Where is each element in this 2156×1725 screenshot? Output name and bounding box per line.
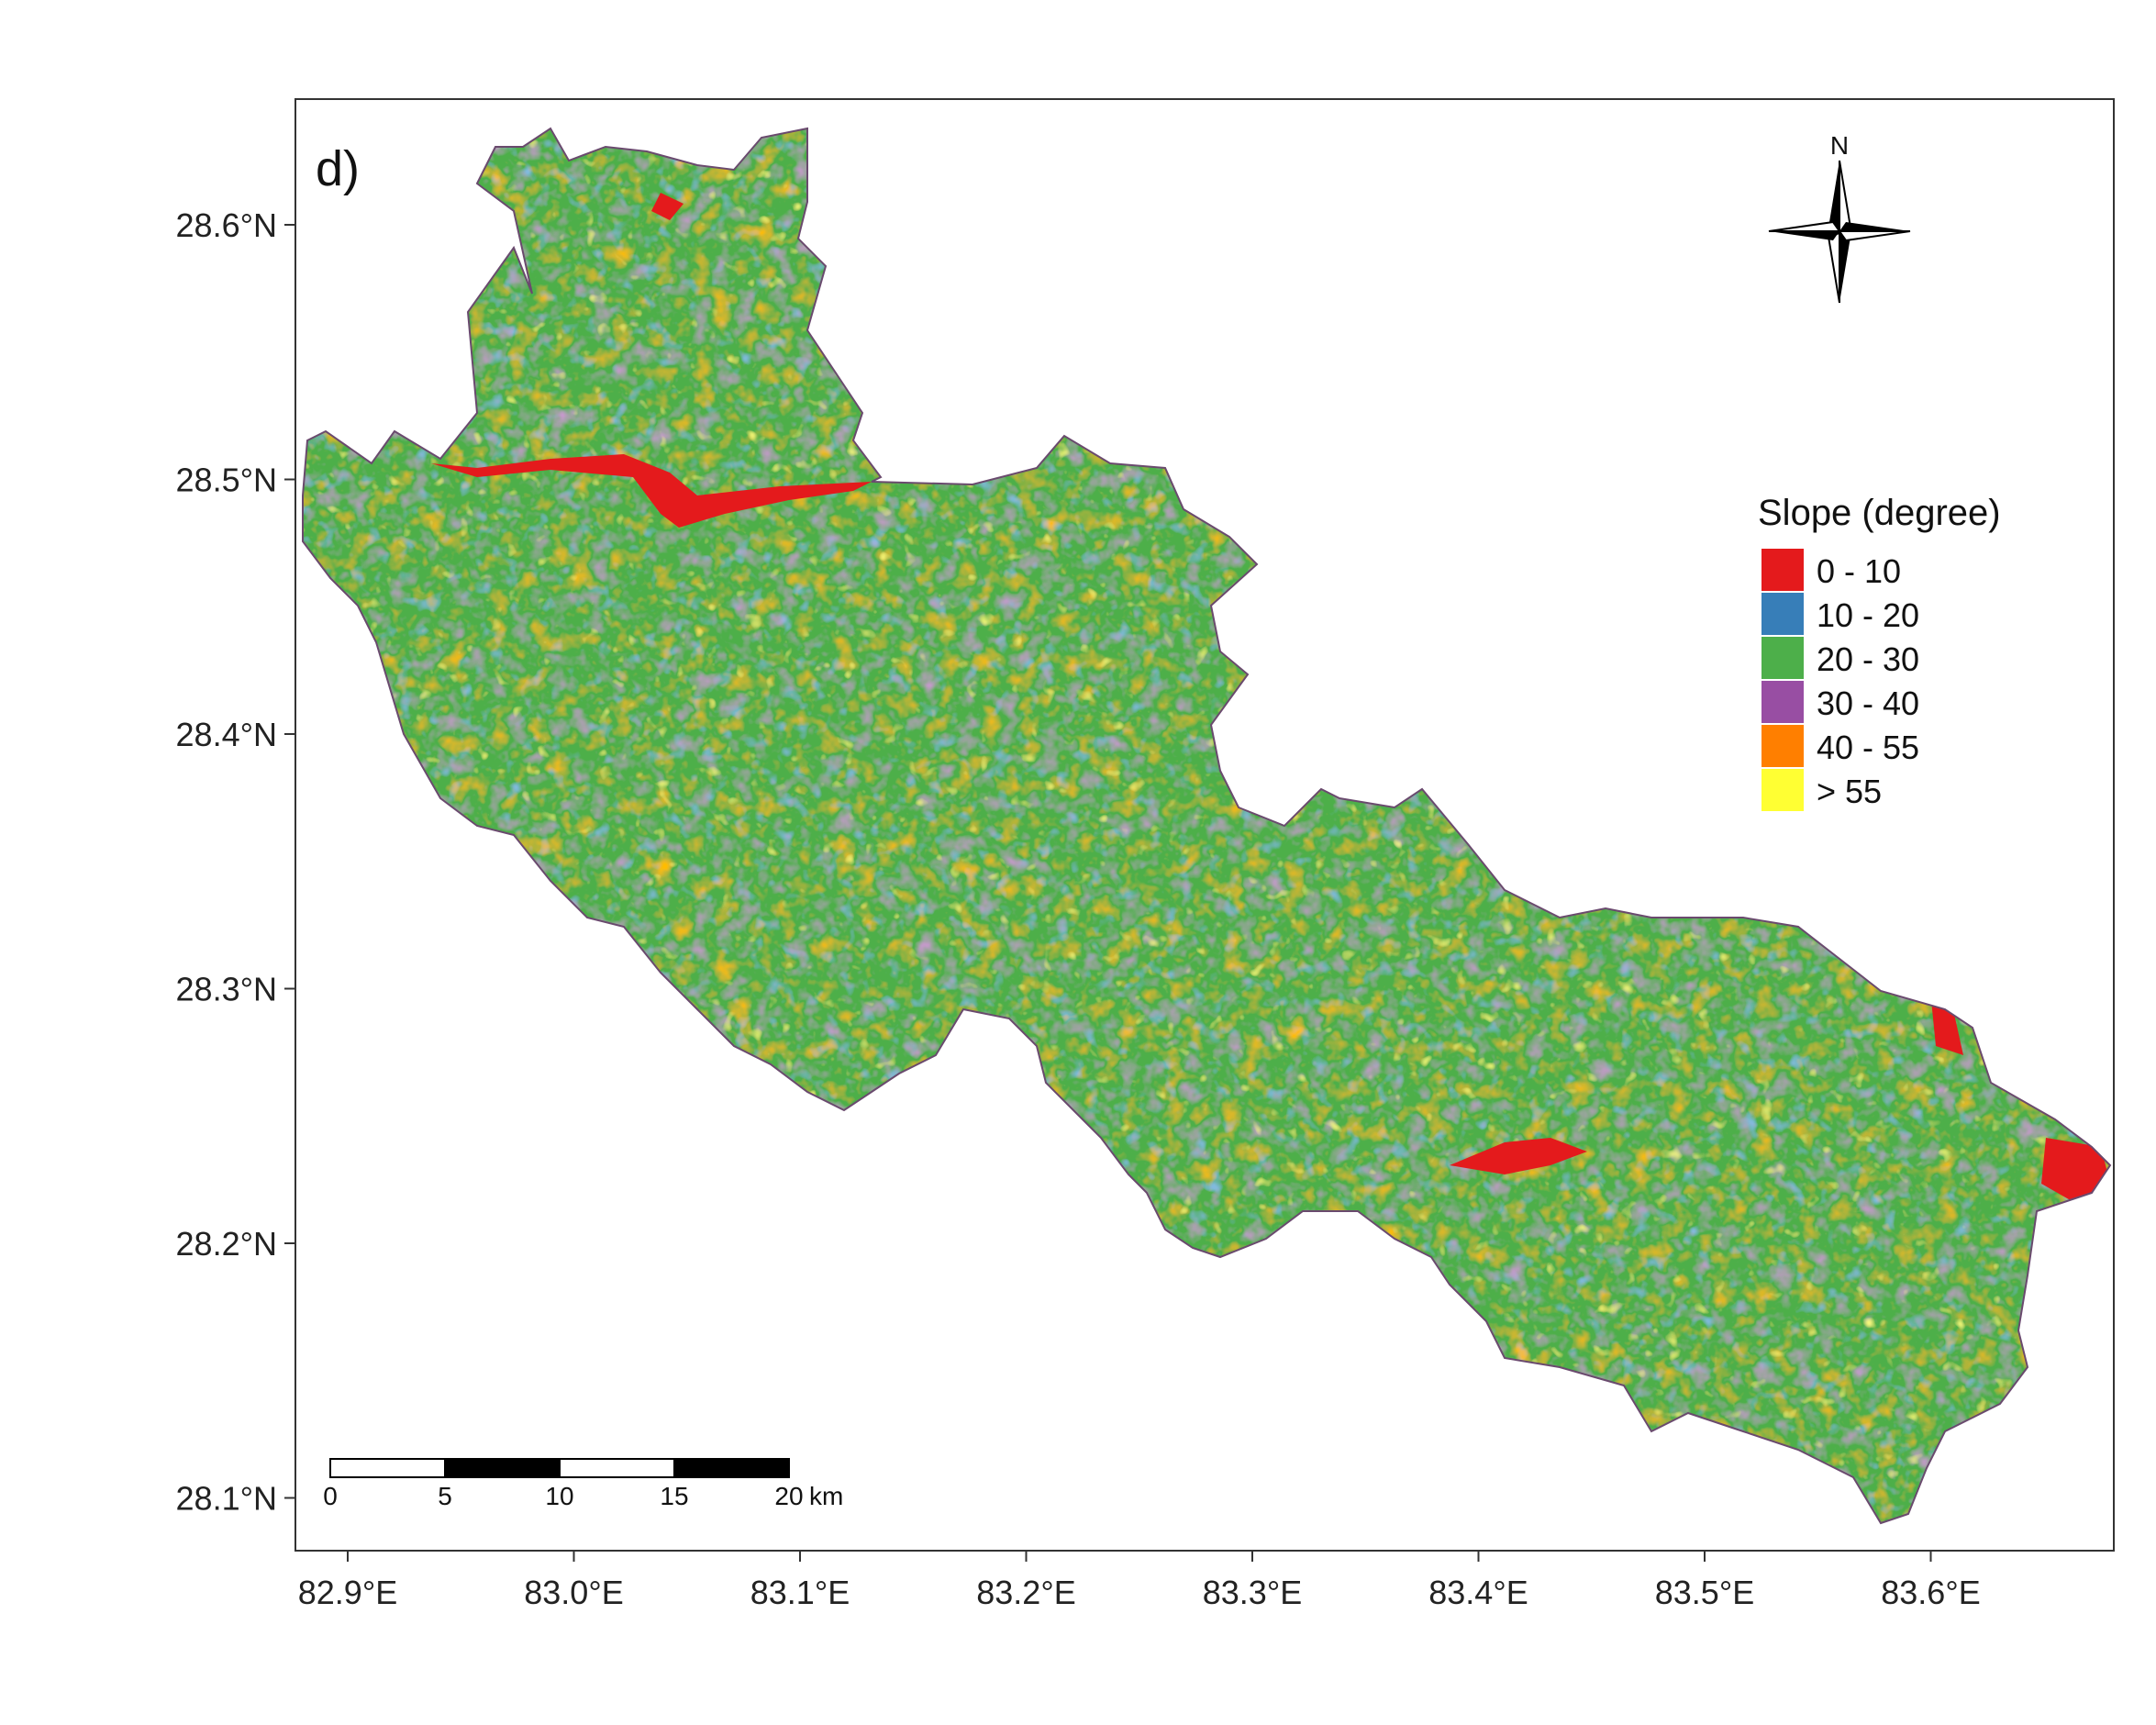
outlet-lowland — [2041, 1138, 2110, 1202]
legend-label: 40 - 55 — [1817, 729, 1919, 766]
scale-bar-segment — [329, 1458, 446, 1478]
legend-swatch — [1761, 725, 1804, 767]
y-tick-label: 28.5°N — [176, 462, 277, 499]
x-tick-label: 83.6°E — [1881, 1574, 1980, 1611]
legend-label: 20 - 30 — [1817, 640, 1919, 678]
reservoir-lowland — [431, 454, 872, 528]
legend-label: 0 - 10 — [1817, 552, 1901, 590]
scale-bar-tick: 15 — [660, 1482, 688, 1510]
x-tick-label: 83.4°E — [1428, 1574, 1528, 1611]
legend-title: Slope (degree) — [1758, 493, 2001, 533]
x-tick-label: 83.2°E — [976, 1574, 1075, 1611]
legend-label: 30 - 40 — [1817, 684, 1919, 722]
east-lowland — [1931, 1000, 1963, 1055]
x-tick-label: 83.5°E — [1655, 1574, 1754, 1611]
scale-bar-segment — [673, 1458, 790, 1478]
valley-lowland — [1450, 1138, 1587, 1174]
legend-items: 0 - 10 10 - 20 20 - 30 30 - 40 40 - 55 > 55 — [1761, 549, 1919, 811]
scale-bar-segment — [444, 1458, 561, 1478]
legend-swatch — [1761, 637, 1804, 679]
legend-swatch — [1761, 549, 1804, 591]
scale-bar: 0 5 10 15 20 km — [323, 1458, 843, 1510]
legend-label: > 55 — [1817, 773, 1882, 810]
legend-swatch — [1761, 681, 1804, 723]
scale-bar-segment — [559, 1458, 675, 1478]
north-lowland — [651, 193, 683, 220]
scale-bar-tick: 5 — [438, 1482, 452, 1510]
y-tick-label: 28.2°N — [176, 1225, 277, 1263]
scale-bar-tick: 0 — [323, 1482, 338, 1510]
x-tick-label: 82.9°E — [298, 1574, 397, 1611]
x-tick-label: 83.1°E — [750, 1574, 850, 1611]
scale-bar-unit: km — [809, 1482, 843, 1510]
scale-bar-tick: 10 — [545, 1482, 573, 1510]
y-tick-label: 28.1°N — [176, 1480, 277, 1518]
y-tick-label: 28.6°N — [176, 206, 277, 244]
legend-swatch — [1761, 769, 1804, 811]
x-tick-label: 83.0°E — [524, 1574, 623, 1611]
x-tick-label: 83.3°E — [1203, 1574, 1302, 1611]
panel-label: d) — [316, 141, 360, 196]
north-arrow-label: N — [1830, 131, 1849, 160]
legend-label: 10 - 20 — [1817, 596, 1919, 634]
y-tick-label: 28.4°N — [176, 716, 277, 753]
legend-swatch — [1761, 593, 1804, 635]
legend: Slope (degree) 0 - 10 10 - 20 20 - 30 30 - … — [1758, 493, 2001, 811]
scale-bar-tick: 20 — [774, 1482, 803, 1510]
y-tick-label: 28.3°N — [176, 971, 277, 1008]
basin-boundary — [302, 127, 2112, 1525]
y-axis: 28.6°N 28.5°N 28.4°N 28.3°N 28.2°N 28.1°N — [176, 206, 295, 1518]
north-arrow: N — [1768, 131, 1911, 304]
x-axis: 82.9°E 83.0°E 83.1°E 83.2°E 83.3°E 83.4°E 83.5… — [298, 1551, 1981, 1611]
